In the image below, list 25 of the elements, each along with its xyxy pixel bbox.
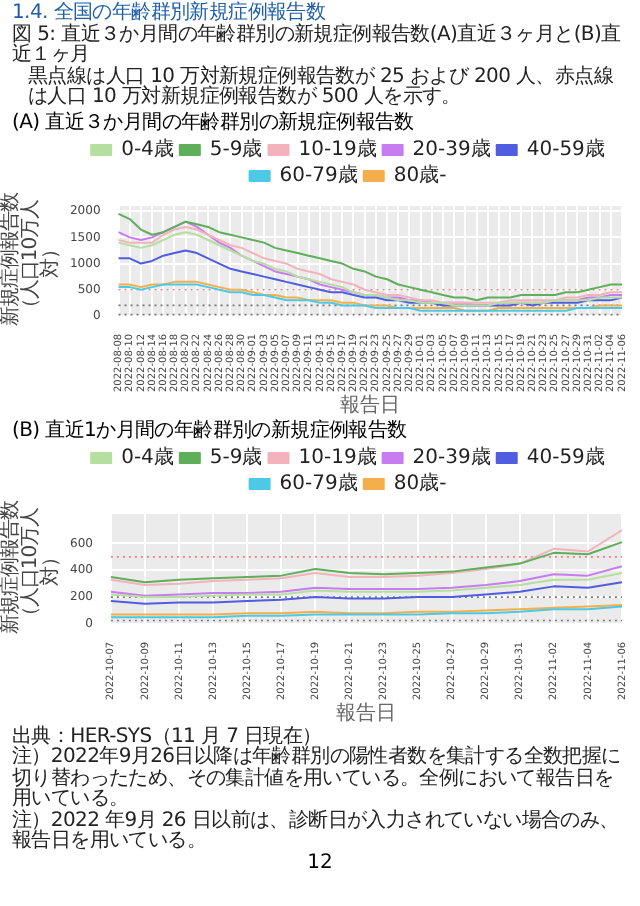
text: 注）2022 年9月 26 日以前は、診断日が入力されていない場合のみ、報告日を用いている。 <box>12 809 621 853</box>
legend-label: 0-4歳 <box>121 444 174 469</box>
legend-label: 20-39歳 <box>412 136 491 161</box>
legend-label: 60-79歳 <box>279 470 358 495</box>
legend-label: 60-79歳 <box>279 162 358 187</box>
chart-title: (B) 直近1か月間の年齢群別の新規症例報告数 <box>12 419 409 441</box>
legend-label: 10-19歳 <box>298 444 377 469</box>
chart-title: (A) 直近３か月間の年齢群別の新規症例報告数 <box>12 111 416 133</box>
legend-label: 0-4歳 <box>121 136 174 161</box>
text: 1.4. 全国の年齢群別新規症例報告数 <box>12 2 328 24</box>
legend-label: 10-19歳 <box>298 136 377 161</box>
text: 黒点線は人口 10 万対新規症例報告数が 25 および 200 人、赤点線は人口 10 万対新規症例報告数が 500 人を示す。 <box>26 65 616 109</box>
legend-label: 5-9歳 <box>209 136 263 161</box>
legend-label: 20-39歳 <box>412 444 491 469</box>
legend-label: 40-59歳 <box>526 444 605 469</box>
x-axis-title: 報告日 <box>340 392 401 417</box>
x-axis-title: 報告日 <box>336 700 397 725</box>
legend-label: 40-59歳 <box>526 136 605 161</box>
legend-label: 5-9歳 <box>209 444 263 469</box>
text: 12 <box>305 851 335 873</box>
caption: 図 5: 直近３か月間の年齢群別の新規症例報告数(A)直近３ヶ月と(B)直近１ヶ月 <box>12 23 623 66</box>
source-note: 出典：HER-SYS（11 月 7 日現在） <box>12 725 322 747</box>
text: 注）2022年9月26日以降は年齢群別の陽性者数を集計する全数把握に切り替わったため、その集計値を用いている。全例において報告日を用いている。 <box>12 746 623 810</box>
legend-label: 80歳- <box>393 162 448 187</box>
legend-label: 80歳- <box>393 470 448 495</box>
